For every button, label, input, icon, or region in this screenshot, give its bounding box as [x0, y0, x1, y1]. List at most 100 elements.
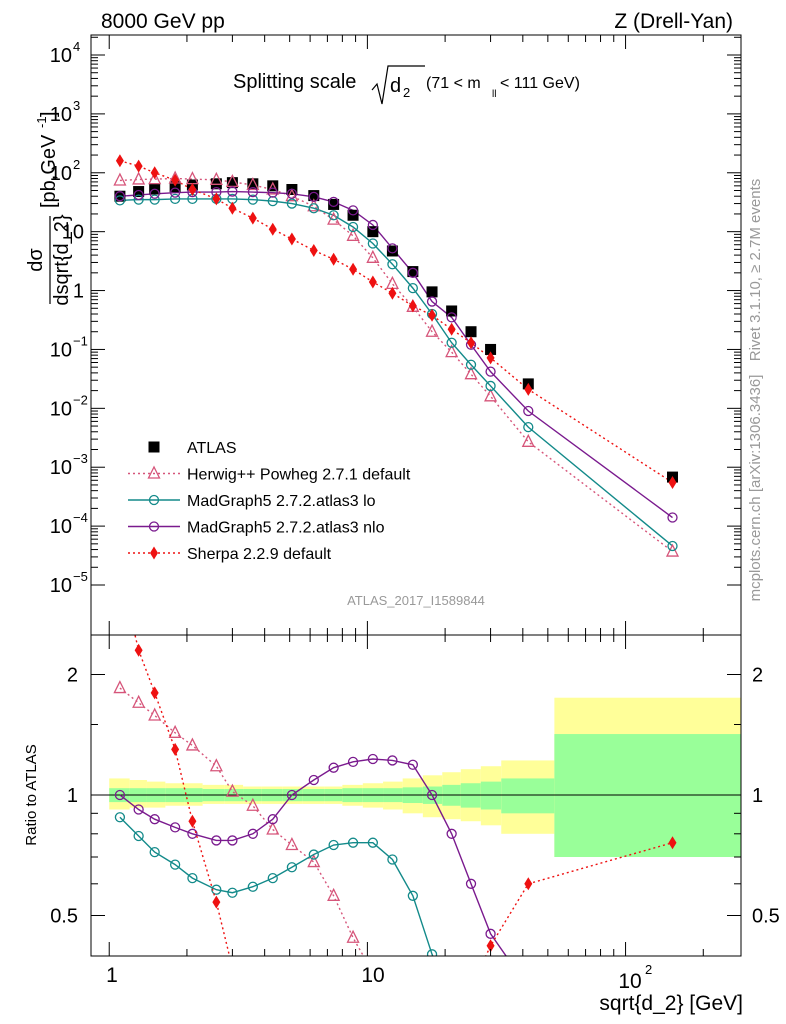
data-point	[228, 201, 237, 215]
series-line	[119, 177, 673, 553]
rivet-version: Rivet 3.1.10, ≥ 2.7M events	[747, 179, 764, 362]
data-point	[246, 177, 260, 191]
title-sub: 2	[403, 85, 410, 100]
y-tick-label-base: 10	[50, 457, 72, 479]
ratio-point	[169, 859, 181, 870]
uncertainty-bands	[109, 697, 741, 858]
ratio-point	[308, 849, 319, 860]
legend-marker	[148, 494, 160, 506]
data-point	[367, 226, 379, 238]
legend-label: MadGraph5 2.7.2.atlas3 lo	[187, 493, 376, 510]
data-point	[524, 382, 533, 396]
y-tick-label: 1	[73, 281, 84, 303]
plot-title: Splitting scale d 2 (71 < m ll < 111 GeV…	[233, 65, 580, 105]
ratio-point	[426, 949, 438, 956]
ratio-point	[346, 929, 360, 943]
data-point	[446, 337, 457, 348]
y-tick-label-base: 10	[50, 339, 72, 361]
ratio-point	[347, 837, 359, 848]
xtick-label-100-sup: 2	[645, 962, 652, 977]
legend-marker	[150, 546, 158, 560]
data-point	[307, 198, 321, 212]
data-point	[425, 323, 439, 337]
ratio-point	[267, 814, 278, 825]
main-frame	[90, 34, 742, 636]
data-point	[149, 188, 160, 199]
ylabel-unit-sup: -1	[34, 116, 49, 128]
data-point	[308, 203, 319, 214]
process-label: Z (Drell-Yan)	[614, 10, 733, 33]
ratio-point	[114, 789, 126, 801]
ratio-point	[668, 836, 677, 850]
data-point	[485, 343, 497, 355]
data-point	[209, 171, 223, 185]
data-point	[286, 188, 298, 199]
y-tick-label-exp: 3	[73, 98, 80, 113]
ratio-point	[187, 828, 198, 839]
data-point	[665, 543, 680, 557]
ylabel-num: dσ	[25, 248, 47, 272]
data-point	[328, 198, 340, 210]
data-point	[149, 194, 160, 205]
data-point	[308, 191, 319, 203]
data-point	[367, 238, 379, 249]
data-point	[467, 336, 476, 350]
data-point	[133, 194, 144, 205]
data-point	[407, 267, 419, 278]
mcplots-credit: mcplots.cern.ch [arXiv:1306.3436]	[747, 375, 764, 602]
ratio-point	[225, 783, 239, 797]
data-point	[486, 351, 495, 365]
ratio-line	[134, 635, 673, 956]
ratio-line	[119, 687, 365, 956]
data-point	[247, 194, 258, 205]
title-cut-pre: (71 < m	[426, 75, 481, 92]
data-point	[247, 186, 258, 198]
y-tick-label-base: 10	[50, 163, 72, 185]
ratio-point	[228, 961, 236, 974]
y-tick-label: 10	[50, 104, 72, 126]
ratio-point	[133, 804, 144, 815]
y-tick-label-exp: −4	[73, 510, 88, 525]
data-point	[523, 405, 534, 417]
inner-band	[480, 781, 502, 810]
data-point	[188, 183, 197, 197]
y-tick-label-exp: −2	[73, 392, 88, 407]
data-point	[347, 221, 359, 233]
legend-marker	[148, 441, 160, 453]
legend-marker	[148, 521, 160, 532]
data-point	[386, 245, 398, 257]
data-point	[523, 421, 534, 433]
data-point	[328, 210, 339, 221]
y-tick-label-base: 10	[50, 398, 72, 420]
data-point	[113, 172, 127, 186]
xtick-label-10: 10	[361, 964, 384, 987]
ratio-point	[426, 789, 438, 801]
data-point	[385, 275, 399, 289]
ratio-point	[328, 839, 339, 851]
data-point	[368, 275, 377, 289]
legend-label: MadGraph5 2.7.2.atlas3 nlo	[187, 520, 385, 537]
ratio-point	[227, 835, 238, 846]
data-point	[114, 191, 126, 202]
y-tick-label-base: 10	[50, 575, 72, 597]
data-point	[329, 252, 338, 266]
ratio-point	[148, 707, 162, 721]
ratio-line	[119, 816, 434, 956]
data-point	[407, 266, 419, 278]
legend-label: Herwig++ Powheg 2.7.1 default	[187, 467, 411, 484]
ratio-point	[447, 1000, 456, 1009]
ratio-point	[134, 643, 143, 657]
data-point	[521, 433, 535, 447]
y-tick-label: 10	[50, 163, 72, 185]
data-point	[247, 178, 259, 190]
ratio-point	[133, 830, 144, 842]
data-point	[150, 166, 159, 180]
series-line	[119, 160, 673, 484]
main-markers	[113, 154, 680, 557]
title-main: Splitting scale	[233, 71, 356, 93]
data-point	[367, 219, 379, 231]
legend-label: ATLAS	[187, 440, 237, 457]
energy-label: 8000 GeV pp	[101, 10, 225, 33]
